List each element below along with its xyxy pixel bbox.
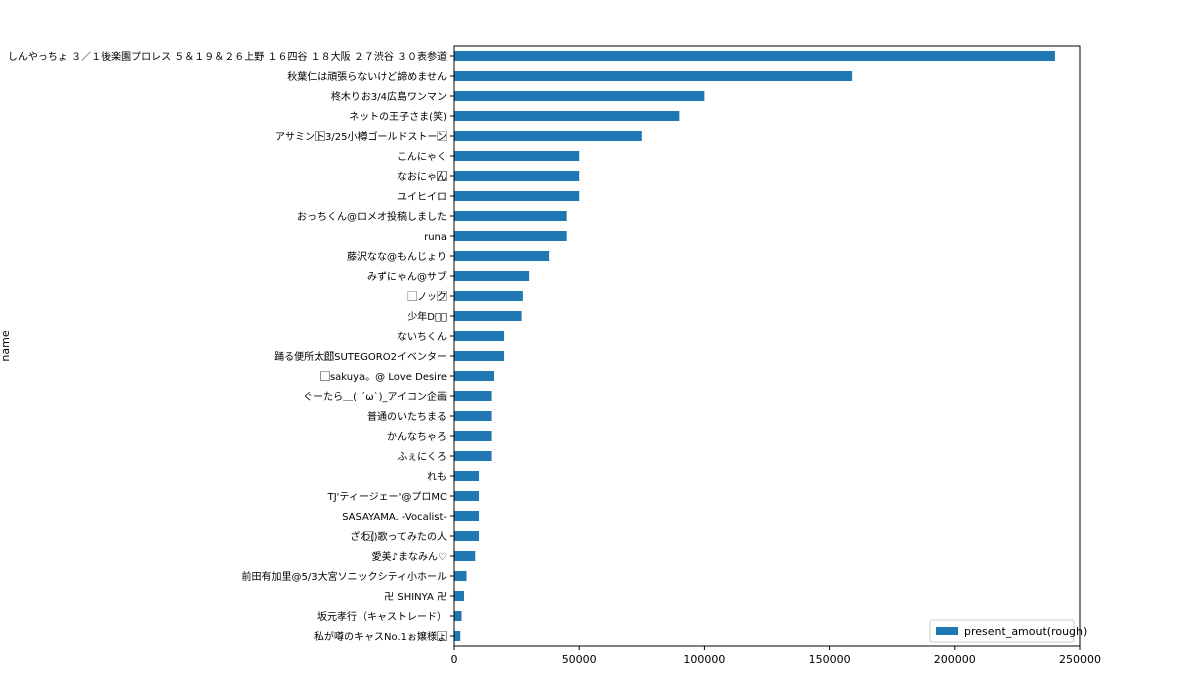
bar (454, 311, 522, 321)
category-label: ⃞⃞sakuya。@ Love Desire (320, 371, 447, 383)
category-label: 私が噂のキャスNo.1ぉ嬢様ょ⃞⃞ (314, 630, 447, 643)
x-tick-label: 250000 (1059, 653, 1101, 666)
y-axis-label: name (0, 330, 12, 361)
plot-frame (453, 45, 1081, 647)
category-label: みずにゃん@サブ (367, 270, 447, 283)
x-axis: 0 50000 100000 150000 200000 250000 (451, 646, 1101, 666)
category-label: こんにゃく (397, 151, 447, 163)
bar (454, 391, 492, 401)
category-label: ユイヒイロ (397, 191, 447, 203)
bar (454, 351, 505, 361)
category-label: 卍 SHINYA 卍 (384, 591, 447, 603)
category-label: なおにゃん⃞⃞⃞⃞⃞ (397, 171, 447, 183)
category-label: ないちくん (397, 331, 447, 343)
bars-group (454, 51, 1055, 641)
bar (454, 331, 505, 341)
bar (454, 91, 705, 101)
category-label: かんなちゃろ (387, 431, 447, 443)
x-tick-label: 200000 (934, 653, 976, 666)
category-label: ふぇにくろ (397, 451, 447, 463)
category-label: runa (424, 232, 447, 243)
bar (454, 151, 580, 161)
legend-box (929, 619, 1075, 643)
category-label: 踊る便所太郎⃞SUTEGORO2イベンター (274, 350, 447, 363)
x-tick-label: 0 (451, 653, 458, 666)
bar (454, 631, 461, 641)
bar (454, 371, 495, 381)
bar (454, 531, 480, 541)
category-labels-group: しんやっちょ ３／１後楽園プロレス ５＆１９＆２６上野 １６四谷 １８大阪 ２７… (8, 50, 454, 643)
legend-label: present_amout(rough) (964, 625, 1087, 638)
category-label: れも (427, 471, 447, 483)
category-label: TJ'ティージェー'@プロMC (327, 491, 447, 503)
category-label: 秋葉仁は頑張らないけど諦めません (287, 70, 447, 83)
category-label: SASAYAMA. -Vocalist- (342, 512, 447, 523)
category-label: 柊木りお3/4広島ワンマン (331, 90, 447, 103)
category-label: 少年D⃞⃞ (407, 310, 447, 323)
category-label: ⃞ノック⃞ (407, 291, 447, 303)
legend: present_amout(rough) (929, 619, 1087, 643)
category-label: 坂元孝行（キャストレード） (317, 610, 447, 623)
bar (454, 411, 492, 421)
bar (454, 551, 476, 561)
bar (454, 431, 492, 441)
category-label: 前田有加里@5/3大宮ソニックシティ小ホール (242, 570, 448, 583)
category-label: 普通のいたちまる (367, 410, 447, 423)
category-label: ざわ(⃞⃞)歌ってみたの人 (350, 530, 447, 543)
bar (454, 291, 523, 301)
bar (454, 511, 480, 521)
x-tick-label: 150000 (809, 653, 851, 666)
legend-swatch (936, 627, 958, 635)
category-label: 藤沢なな@もんじょり (347, 250, 447, 263)
bar (454, 51, 1055, 61)
category-label: アサミント⃞⃞3/25小樽ゴールドストーン⃞ (275, 130, 447, 143)
bar (454, 591, 465, 601)
x-tick-label: 50000 (562, 653, 597, 666)
bar (454, 171, 580, 181)
bar (454, 191, 580, 201)
category-label: ぐーたら＿( ´ω`)_アイコン企画 (303, 390, 447, 403)
category-label: ネットの王子さま(笑) (349, 110, 447, 123)
bar (454, 111, 680, 121)
bar (454, 251, 550, 261)
bar (454, 71, 853, 81)
bar (454, 211, 567, 221)
bar (454, 491, 480, 501)
bar (454, 571, 467, 581)
category-label: しんやっちょ ３／１後楽園プロレス ５＆１９＆２６上野 １６四谷 １８大阪 ２７… (8, 50, 447, 63)
bar (454, 271, 530, 281)
x-tick-label: 100000 (683, 653, 725, 666)
bar (454, 231, 567, 241)
bar (454, 451, 492, 461)
bar (454, 471, 480, 481)
bar (454, 131, 642, 141)
category-label: 愛美♪まなみん♡ (372, 550, 447, 563)
bar (454, 611, 462, 621)
category-label: おっちくん@ロメオ投稿しました (297, 210, 447, 223)
